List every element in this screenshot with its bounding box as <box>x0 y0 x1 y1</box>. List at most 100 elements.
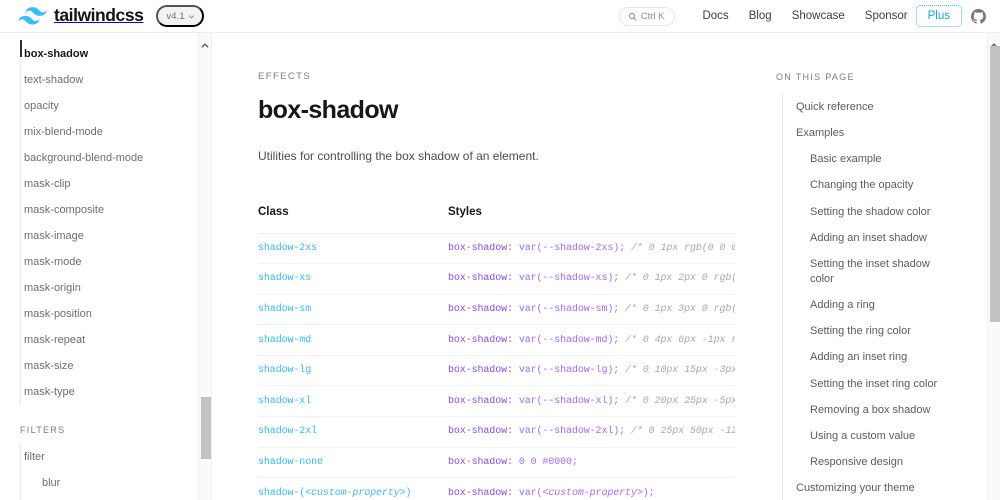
row-class-name: shadow-lg <box>258 365 312 377</box>
sidebar-item-mask-position[interactable]: mask-position <box>24 307 92 320</box>
style-value: var( <box>518 487 543 499</box>
left-sidebar: box-shadow text-shadow opacity mix-blend… <box>0 33 212 500</box>
style-value: var(--shadow-xl); <box>518 395 620 407</box>
style-property: box-shadow: <box>448 395 513 407</box>
quick-reference-table: Class Styles shadow-2xs box-shadow: var(… <box>258 206 735 500</box>
toc-content: ON THIS PAGE Quick reference Examples Ba… <box>764 33 1000 500</box>
nav-link-blog[interactable]: Blog <box>748 10 772 22</box>
table-row[interactable]: shadow-2xs box-shadow: var(--shadow-2xs)… <box>258 234 735 265</box>
toc-item-setting-the-shadow-color[interactable]: Setting the shadow color <box>810 205 931 218</box>
table-row[interactable]: shadow-lg box-shadow: var(--shadow-lg); … <box>258 356 735 387</box>
chevron-up-icon[interactable] <box>201 37 210 48</box>
toc-item-setting-the-ring-color[interactable]: Setting the ring color <box>810 325 911 338</box>
sidebar-item-background-blend-mode[interactable]: background-blend-mode <box>24 151 144 164</box>
row-styles: box-shadow: var(--shadow-sm); /* 0 1px 3… <box>448 304 735 315</box>
sidebar-item-mask-origin[interactable]: mask-origin <box>24 281 81 294</box>
toc-item-adding-a-ring[interactable]: Adding a ring <box>810 298 875 311</box>
sidebar-item-mask-type[interactable]: mask-type <box>24 385 75 398</box>
scrollbar-thumb[interactable] <box>989 46 1000 322</box>
toc-item-basic-example[interactable]: Basic example <box>810 153 882 166</box>
nav-link-docs[interactable]: Docs <box>702 10 729 22</box>
table-row[interactable]: shadow-xl box-shadow: var(--shadow-xl); … <box>258 386 735 418</box>
class-prefix: shadow-( <box>258 487 306 499</box>
toc-item-customizing-your-theme[interactable]: Customizing your theme <box>796 482 915 495</box>
style-comment: /* 0 1px 3px 0 rgb(0 0 <box>625 303 735 315</box>
class-suffix: ) <box>405 487 412 499</box>
style-value-suffix: ); <box>642 487 655 499</box>
style-value: var(--shadow-sm); <box>518 303 620 315</box>
style-property: box-shadow: <box>448 273 513 285</box>
style-comment: /* 0 1px rgb(0 0 0 / <box>630 242 735 254</box>
brand-home-link[interactable]: tailwindcss <box>18 5 144 26</box>
row-class-name: shadow-md <box>258 334 312 346</box>
toc-item-adding-an-inset-ring[interactable]: Adding an inset ring <box>810 351 908 364</box>
sidebar-item-mask-size[interactable]: mask-size <box>24 359 74 372</box>
style-comment: /* 0 4px 6px -1px rgb( <box>625 334 735 346</box>
table-row[interactable]: shadow-md box-shadow: var(--shadow-md); … <box>258 325 735 356</box>
row-class-name: shadow-sm <box>258 303 312 315</box>
sidebar-section-heading-filters: FILTERS <box>20 425 66 435</box>
github-icon[interactable] <box>960 8 986 24</box>
toc-list: Quick reference Examples Basic example C… <box>776 91 1000 500</box>
search-button[interactable]: Ctrl K <box>618 6 676 26</box>
table-row[interactable]: shadow-xs box-shadow: var(--shadow-xs); … <box>258 264 735 295</box>
row-styles: box-shadow: var(<custom-property>); <box>448 488 655 499</box>
table-row[interactable]: shadow-(<custom-property>) box-shadow: v… <box>258 478 735 500</box>
nav-link-showcase[interactable]: Showcase <box>791 10 845 22</box>
sidebar-group-effects: box-shadow text-shadow opacity mix-blend… <box>0 40 211 405</box>
sidebar-item-mask-image[interactable]: mask-image <box>24 229 84 242</box>
toc-item-setting-the-inset-shadow-color[interactable]: Setting the inset shadow color <box>810 258 930 285</box>
sidebar-item-mask-mode[interactable]: mask-mode <box>24 255 82 268</box>
style-value: 0 0 #0000; <box>518 456 578 468</box>
primary-navigation: Ctrl K Docs Blog Showcase Sponsor Plus <box>618 5 986 27</box>
search-shortcut-label: Ctrl K <box>640 10 665 22</box>
toc-item-removing-a-box-shadow[interactable]: Removing a box shadow <box>810 403 931 416</box>
style-property: box-shadow: <box>448 242 513 254</box>
left-sidebar-scrollbar[interactable] <box>198 33 211 500</box>
style-comment: /* 0 1px 2px 0 rgb(0 0 <box>625 273 735 285</box>
nav-link-sponsor[interactable]: Sponsor <box>864 10 908 22</box>
row-styles: box-shadow: var(--shadow-lg); /* 0 10px … <box>448 365 735 376</box>
style-value: var(--shadow-2xl); <box>518 426 626 438</box>
sidebar-item-mix-blend-mode[interactable]: mix-blend-mode <box>24 125 103 138</box>
toc-item-responsive-design[interactable]: Responsive design <box>810 456 903 469</box>
sidebar-item-text-shadow[interactable]: text-shadow <box>24 73 84 86</box>
toc-item-using-a-custom-value[interactable]: Using a custom value <box>810 430 916 443</box>
nav-link-plus[interactable]: Plus <box>915 5 963 27</box>
toc-item-quick-reference[interactable]: Quick reference <box>796 100 874 113</box>
version-selector[interactable]: v4.1 <box>156 5 204 27</box>
style-property: box-shadow: <box>448 334 513 346</box>
chevron-up-icon[interactable] <box>990 37 999 48</box>
row-styles: box-shadow: var(--shadow-xl); /* 0 20px … <box>448 396 735 407</box>
sidebar-item-mask-repeat[interactable]: mask-repeat <box>24 333 86 346</box>
table-row[interactable]: shadow-sm box-shadow: var(--shadow-sm); … <box>258 295 735 326</box>
toc-item-setting-the-inset-ring-color[interactable]: Setting the inset ring color <box>810 377 938 390</box>
toc-item-changing-the-opacity[interactable]: Changing the opacity <box>810 179 914 192</box>
table-row[interactable]: shadow-2xl box-shadow: var(--shadow-2xl)… <box>258 417 735 448</box>
site-header: tailwindcss v4.1 Ctrl K Docs Blog Showca… <box>0 0 1000 33</box>
page-scrollbar[interactable] <box>987 33 1000 500</box>
column-header-class: Class <box>258 205 289 218</box>
sidebar-item-mask-clip[interactable]: mask-clip <box>24 177 71 190</box>
sidebar-item-blur[interactable]: blur <box>42 476 61 489</box>
style-property: box-shadow: <box>448 303 513 315</box>
version-label: v4.1 <box>166 10 185 22</box>
sidebar-item-mask-composite[interactable]: mask-composite <box>24 203 105 216</box>
brand-wordmark: tailwindcss <box>54 5 144 26</box>
toc-item-adding-an-inset-shadow[interactable]: Adding an inset shadow <box>810 231 927 244</box>
table-row[interactable]: shadow-none box-shadow: 0 0 #0000; <box>258 448 735 479</box>
table-header-row: Class Styles <box>258 206 735 234</box>
style-comment: /* 0 20px 25px -5px rg <box>625 395 735 407</box>
search-icon <box>628 12 637 21</box>
sidebar-item-brightness[interactable]: brightness <box>24 496 211 500</box>
toc-heading: ON THIS PAGE <box>776 72 855 82</box>
scrollbar-thumb[interactable] <box>200 397 211 459</box>
sidebar-item-filter[interactable]: filter <box>24 450 45 463</box>
sidebar-content: box-shadow text-shadow opacity mix-blend… <box>0 33 211 500</box>
toc-item-examples[interactable]: Examples <box>796 127 845 140</box>
sidebar-item-box-shadow[interactable]: box-shadow <box>20 40 211 67</box>
row-class-name: shadow-none <box>258 456 323 468</box>
row-styles: box-shadow: var(--shadow-md); /* 0 4px 6… <box>448 335 735 346</box>
class-custom-property: <custom-property> <box>305 487 406 499</box>
sidebar-item-opacity[interactable]: opacity <box>24 99 59 112</box>
